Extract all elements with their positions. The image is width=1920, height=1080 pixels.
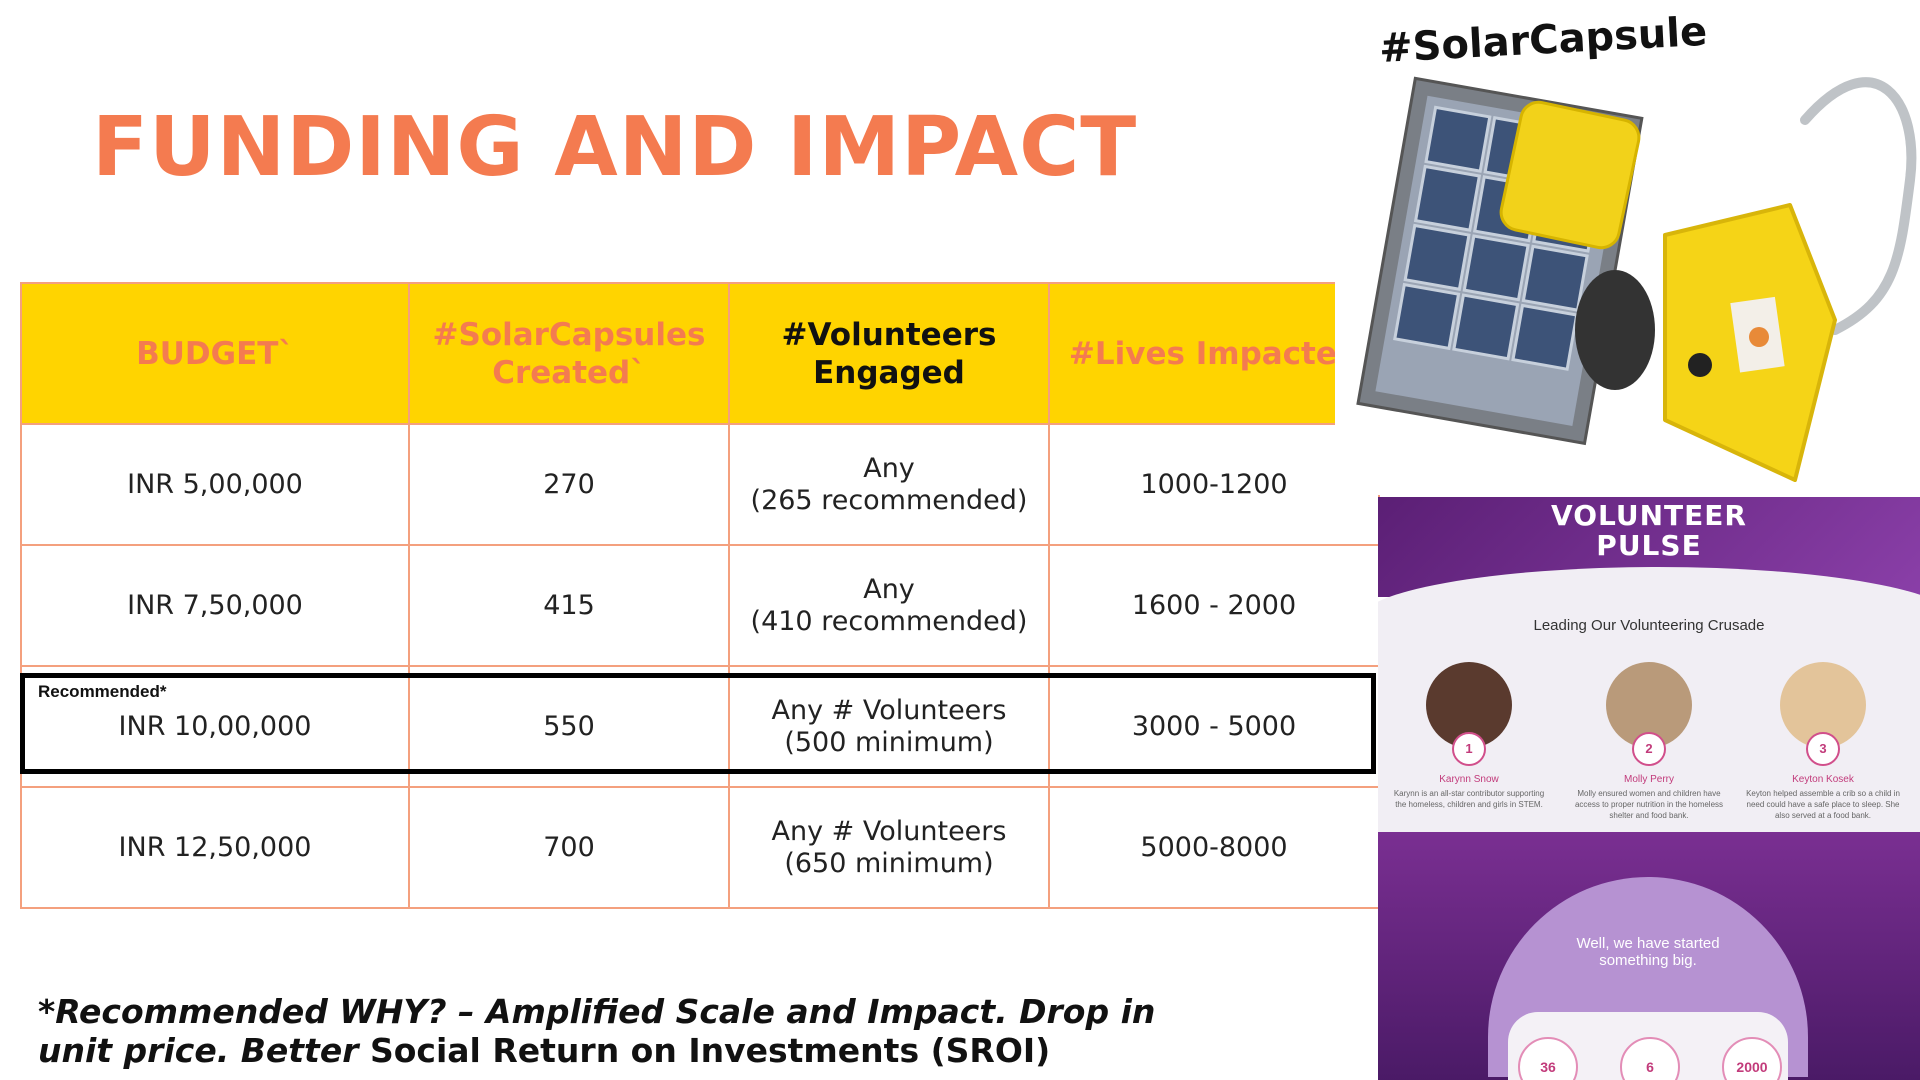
pulse-title-line1: VOLUNTEER (1551, 499, 1747, 532)
cell-lives: 1000-1200 (1048, 423, 1380, 546)
table-row: INR 5,00,000 270 Any (265 recommended) 10… (20, 423, 1380, 546)
cell-capsules: 270 (408, 423, 730, 546)
table-row: INR 12,50,000 700 Any # Volunteers (650 m… (20, 786, 1380, 909)
volunteer-pulse-newsletter: VOLUNTEER PULSE Leading Our Volunteering… (1378, 497, 1920, 1080)
table-row-recommended: INR 10,00,000 550 Any # Volunteers (500 m… (20, 665, 1380, 788)
solar-capsule-illustration (1356, 76, 1917, 482)
volunteers-line1: Any # Volunteers (771, 815, 1007, 847)
footnote: *Recommended WHY? – Amplified Scale and … (38, 992, 1218, 1070)
volunteer-desc: Karynn is an all-star contributor suppor… (1393, 789, 1545, 809)
stat-circle: 2000 (1722, 1037, 1782, 1080)
cell-capsules: 550 (408, 665, 730, 788)
bubble-line1: Well, we have started (1576, 935, 1720, 952)
volunteer-card: 3 Keyton Kosek Keyton helped assemble a … (1738, 662, 1908, 821)
table-header-row: BUDGET` #SolarCapsules Created` #Volunte… (20, 282, 1380, 425)
recommended-label: Recommended* (38, 682, 167, 701)
stat-circle: 6 (1620, 1037, 1680, 1080)
volunteers-line1: Any (863, 573, 915, 605)
page-title: FUNDING AND IMPACT (92, 100, 1138, 195)
cell-budget: INR 10,00,000 (20, 665, 410, 788)
cell-volunteers: Any (265 recommended) (728, 423, 1050, 546)
volunteers-line2: (265 recommended) (750, 484, 1028, 516)
volunteer-number: 1 (1452, 732, 1486, 766)
cell-lives: 3000 - 5000 (1048, 665, 1380, 788)
volunteer-name: Keyton Kosek (1792, 774, 1854, 785)
cell-volunteers: Any # Volunteers (650 minimum) (728, 786, 1050, 909)
pulse-title-line2: PULSE (1596, 529, 1702, 562)
footnote-normal: Social Return on Investments (SROI) (358, 1031, 1051, 1070)
funding-table: BUDGET` #SolarCapsules Created` #Volunte… (20, 282, 1380, 909)
header-lives: #Lives Impacted (1048, 282, 1380, 425)
footnote-italic: *Recommended WHY? – Amplified Scale and … (38, 992, 1156, 1070)
cell-volunteers: Any (410 recommended) (728, 544, 1050, 667)
volunteer-number: 3 (1806, 732, 1840, 766)
volunteer-card: 2 Molly Perry Molly ensured women and ch… (1564, 662, 1734, 821)
volunteers-line2: (500 minimum) (784, 726, 994, 758)
volunteer-name: Karynn Snow (1439, 774, 1499, 785)
cell-budget: INR 7,50,000 (20, 544, 410, 667)
cell-capsules: 415 (408, 544, 730, 667)
pulse-subtitle: Leading Our Volunteering Crusade (1533, 617, 1765, 634)
cell-budget: INR 5,00,000 (20, 423, 410, 546)
volunteers-line1: Any # Volunteers (771, 694, 1007, 726)
cell-volunteers: Any # Volunteers (500 minimum) (728, 665, 1050, 788)
pulse-bubble-text: Well, we have started something big. (1488, 935, 1808, 969)
stat-circle: 36 (1518, 1037, 1578, 1080)
header-volunteers: #Volunteers Engaged (728, 282, 1050, 425)
volunteers-line1: Any (863, 452, 915, 484)
volunteer-desc: Molly ensured women and children have ac… (1574, 789, 1724, 820)
header-budget: BUDGET` (20, 282, 410, 425)
volunteer-number: 2 (1632, 732, 1666, 766)
volunteers-line2: (410 recommended) (750, 605, 1028, 637)
bubble-line2: something big. (1599, 952, 1697, 969)
header-solarcapsules: #SolarCapsules Created` (408, 282, 730, 425)
cell-lives: 1600 - 2000 (1048, 544, 1380, 667)
volunteers-line2: (650 minimum) (784, 847, 994, 879)
solar-capsule-photo (1335, 0, 1920, 495)
cell-budget: INR 12,50,000 (20, 786, 410, 909)
table-row: INR 7,50,000 415 Any (410 recommended) 16… (20, 544, 1380, 667)
volunteer-card: 1 Karynn Snow Karynn is an all-star cont… (1384, 662, 1554, 810)
volunteer-desc: Keyton helped assemble a crib so a child… (1746, 789, 1900, 820)
cell-lives: 5000-8000 (1048, 786, 1380, 909)
cell-capsules: 700 (408, 786, 730, 909)
volunteer-name: Molly Perry (1623, 774, 1674, 785)
